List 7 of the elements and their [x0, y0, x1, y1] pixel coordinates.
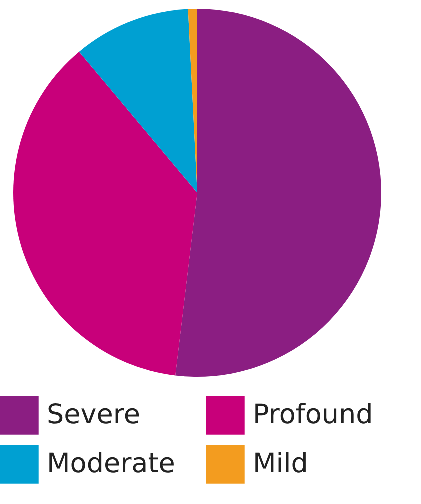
pie-slice [79, 9, 198, 193]
legend-label: Severe [47, 400, 140, 431]
legend-label: Mild [253, 448, 308, 480]
legend-label: Moderate [47, 448, 176, 480]
legend-label: Profound [253, 400, 374, 431]
pie-slice [14, 52, 198, 376]
pie-slice [176, 9, 382, 377]
